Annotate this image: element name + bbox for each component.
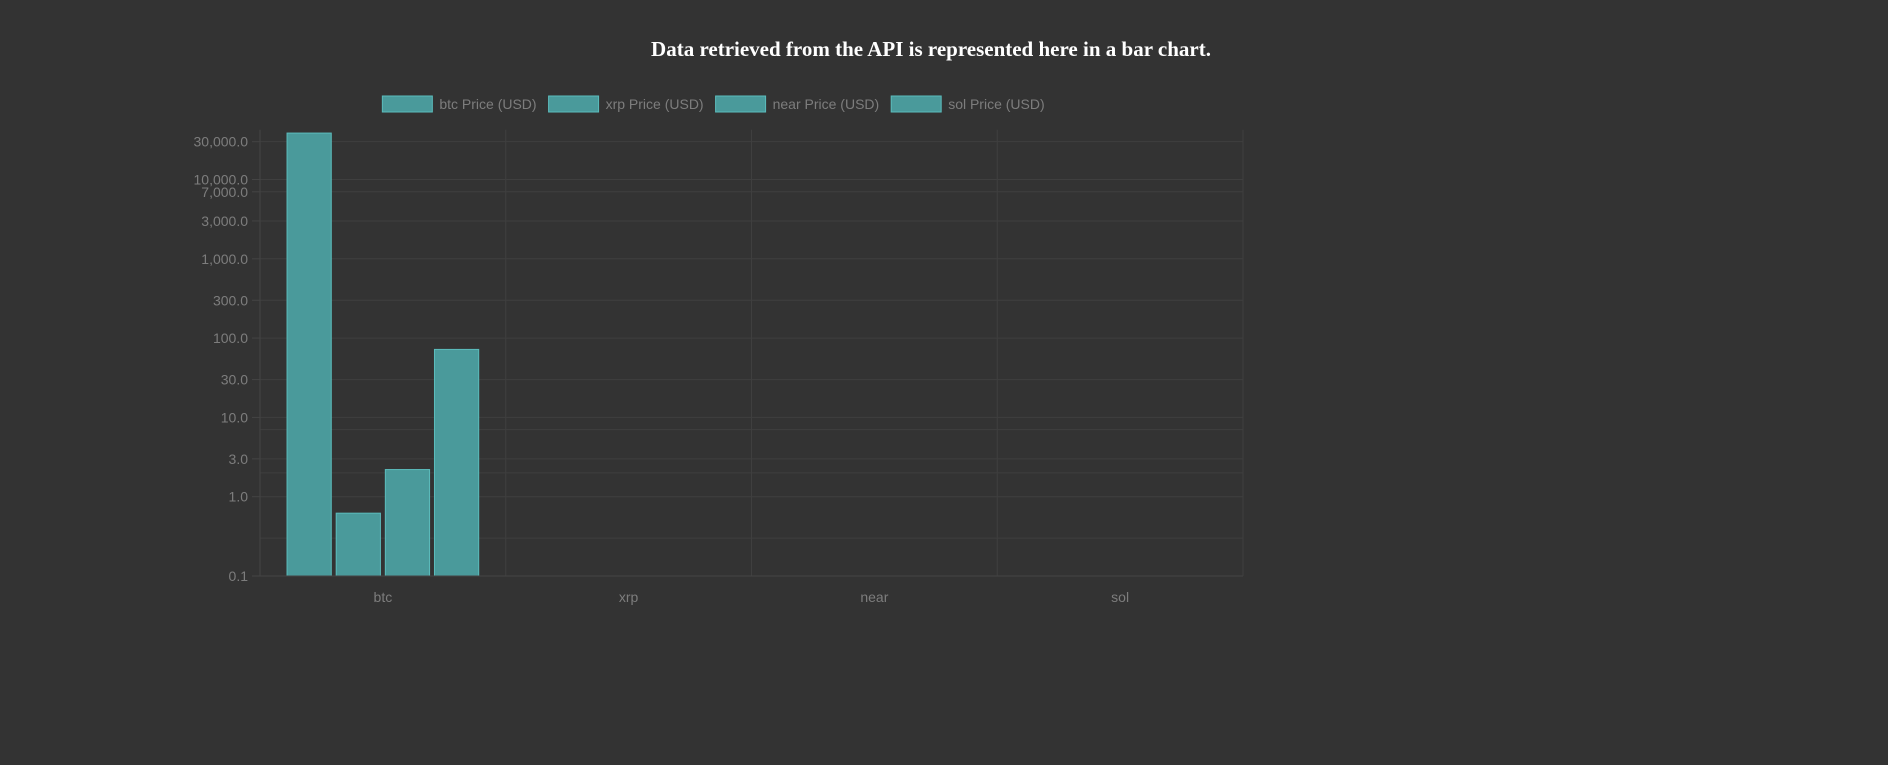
- bar-btc-3[interactable]: [384, 469, 431, 577]
- bar-btc-2[interactable]: [335, 512, 381, 577]
- legend: btc Price (USD) xrp Price (USD) near Price…: [381, 95, 1045, 113]
- y-tick-label: 3.0: [229, 451, 249, 467]
- y-tick-label: 3,000.0: [201, 213, 248, 229]
- legend-label[interactable]: near Price (USD): [773, 96, 880, 112]
- legend-swatch[interactable]: [890, 95, 942, 113]
- y-tick-label: 7,000.0: [201, 184, 248, 200]
- y-tick-label: 30,000.0: [194, 134, 249, 150]
- legend-label[interactable]: xrp Price (USD): [606, 96, 704, 112]
- y-tick-label: 1.0: [229, 489, 249, 505]
- legend-swatch[interactable]: [381, 95, 433, 113]
- y-tick-label: 0.1: [229, 568, 249, 584]
- y-tick-label: 10.0: [221, 409, 248, 425]
- y-tick-label: 30.0: [221, 372, 248, 388]
- x-tick-label: sol: [1111, 589, 1129, 605]
- y-tick-label: 10,000.0: [194, 172, 249, 188]
- y-tick-label: 1,000.0: [201, 251, 248, 267]
- bar-series: [286, 132, 480, 577]
- x-tick-label: near: [860, 589, 888, 605]
- legend-label[interactable]: btc Price (USD): [439, 96, 536, 112]
- legend-swatch[interactable]: [715, 95, 767, 113]
- y-tick-label: 300.0: [213, 292, 248, 308]
- legend-swatch[interactable]: [548, 95, 600, 113]
- axes: 0.1 1.0 3.0 10.0 30.0 100.0 300.0 1,000.0 3,000.…: [194, 129, 1243, 605]
- legend-label[interactable]: sol Price (USD): [948, 96, 1044, 112]
- x-tick-label: xrp: [619, 589, 639, 605]
- x-tick-label: btc: [374, 589, 393, 605]
- bar-btc-4[interactable]: [433, 348, 480, 577]
- y-tick-label: 100.0: [213, 330, 248, 346]
- bar-btc-1[interactable]: [286, 132, 332, 577]
- page-title: Data retrieved from the API is represent…: [651, 37, 1211, 61]
